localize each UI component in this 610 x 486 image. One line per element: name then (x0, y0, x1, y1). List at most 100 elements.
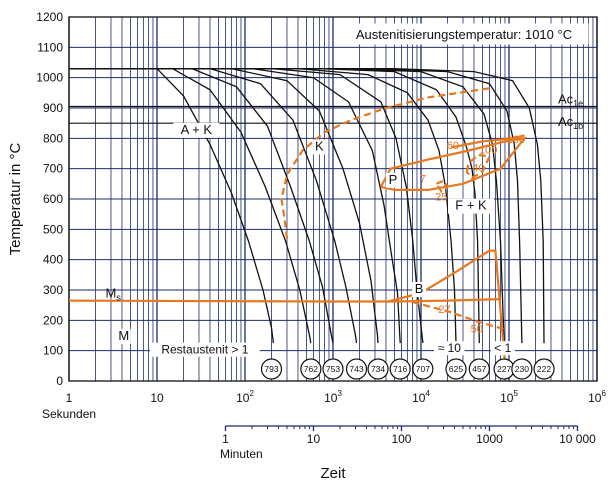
x-tick-label-minutes: 10 (307, 432, 321, 446)
region-label: B (415, 281, 424, 296)
y-tick-label: 500 (43, 222, 63, 236)
cooling-curve-6 (69, 67, 401, 344)
cooling-curve-12 (69, 67, 545, 344)
hardness-value: 222 (537, 364, 551, 374)
y-axis-label: Temperatur in °C (7, 142, 24, 255)
hardness-circle (468, 358, 490, 380)
hardness-value: 227 (497, 364, 511, 374)
x-tick-label-seconds: 104 (412, 389, 430, 405)
cooling-curve-4 (69, 67, 358, 344)
y-tick-label: 200 (43, 313, 63, 327)
y-tick-label: 0 (56, 374, 63, 388)
x-tick-exponent: 5 (513, 389, 518, 398)
y-tick-label: 900 (43, 101, 63, 115)
region-label: A + K (181, 122, 213, 137)
boundary-Ms (68, 298, 501, 303)
region-label-bg (312, 139, 327, 155)
region-label: K (315, 138, 324, 153)
hardness-circle (300, 358, 322, 380)
hardness-circle (412, 358, 434, 380)
hardness-value: 457 (472, 364, 486, 374)
y-tick-label: 300 (43, 283, 63, 297)
note-label: Restaustenit > 1 (161, 343, 248, 357)
annotation-text: Austenitisierungstemperatur: 1010 °C (356, 27, 572, 42)
x-tick-label-seconds: 102 (236, 389, 254, 405)
hardness-value: 707 (416, 364, 430, 374)
x-tick-label-minutes: 1000 (476, 432, 503, 446)
hardness-circle (367, 358, 389, 380)
x-tick-exponent: 4 (425, 389, 430, 398)
hardness-circle (345, 358, 368, 380)
chart-labels: Austenitisierungstemperatur: 1010 °C Ms A … (106, 23, 589, 380)
ms-label: Ms (106, 286, 122, 303)
hardness-circle (389, 358, 411, 380)
hardness-circle (445, 358, 467, 380)
region-label-bg (116, 329, 131, 345)
region-label: F + K (455, 198, 487, 213)
hardness-value: 734 (371, 364, 385, 374)
hardness-circle (322, 358, 344, 380)
y-tick-label: 700 (43, 162, 63, 176)
reference-label-ac1e: Ac1e (558, 91, 583, 108)
boundary-pearlite-small (435, 179, 449, 193)
percent-label: 60 (447, 140, 459, 152)
note-label: ≈ 10 (438, 341, 462, 355)
reference-label-ac1b: Ac1b (558, 114, 583, 131)
x-tick-label-seconds: 103 (324, 389, 342, 405)
x-tick-label-minutes: 10 000 (559, 432, 596, 446)
cooling-curve-10 (69, 67, 505, 344)
annotation-box (339, 23, 589, 45)
hardness-value: 793 (264, 364, 278, 374)
region-label-bg (385, 172, 400, 188)
region-label-bg (448, 198, 495, 214)
percent-label: 27 (438, 304, 450, 316)
x-tick-label-seconds: 106 (588, 389, 606, 405)
hardness-value: 753 (326, 364, 340, 374)
region-label-bg (173, 122, 220, 138)
x-tick-label-minutes: 100 (391, 432, 411, 446)
y-tick-label: 400 (43, 253, 63, 267)
percent-label: 40 (472, 163, 484, 175)
boundary-pearlite-nose (379, 136, 528, 191)
cooling-curve-2 (69, 67, 312, 344)
reference-label-sub: 1e (573, 98, 583, 108)
boundary-pearlite-40 (465, 153, 492, 180)
y-tick-label: 100 (43, 344, 63, 358)
cooling-curve-1 (69, 67, 275, 344)
boundary-carbide-start (280, 87, 490, 239)
hardness-circle (533, 358, 555, 380)
note-bg (490, 341, 515, 356)
x-tick-label-minutes: 1 (222, 432, 229, 446)
region-label: M (118, 328, 129, 343)
percent-label: 7 (420, 173, 426, 185)
y-tick-label: 800 (43, 131, 63, 145)
plot-frame (68, 16, 598, 382)
x-tick-exponent: 3 (337, 389, 342, 398)
hardness-value: 743 (349, 364, 363, 374)
reference-label-sub: 1b (573, 121, 583, 131)
percent-label: 50 (471, 323, 483, 335)
x-axis-label: Zeit (320, 465, 346, 482)
hardness-circle (511, 358, 533, 380)
x-tick-label-seconds: 105 (500, 389, 518, 405)
ms-label-sub: s (116, 293, 121, 303)
cooling-curve-7 (69, 67, 424, 344)
x-tick-exponent: 2 (249, 389, 254, 398)
boundary-pearlite-60 (450, 134, 525, 149)
cooling-curve-5 (69, 67, 379, 344)
region-label-bg (412, 282, 427, 298)
hardness-value: 625 (449, 364, 463, 374)
percent-label: 25 (435, 192, 447, 204)
note-bg (150, 342, 260, 357)
note-label: < 1 (494, 341, 511, 355)
y-tick-label: 1000 (36, 71, 63, 85)
boundary-bainite-end (412, 301, 506, 331)
cooling-curve-9 (69, 67, 480, 344)
y-tick-label: 600 (43, 192, 63, 206)
note-bg (434, 341, 465, 356)
hardness-value: 230 (515, 364, 529, 374)
region-label: P (389, 172, 398, 187)
x-tick-label-seconds: 1 (66, 391, 73, 405)
y-tick-label: 1200 (36, 10, 63, 24)
